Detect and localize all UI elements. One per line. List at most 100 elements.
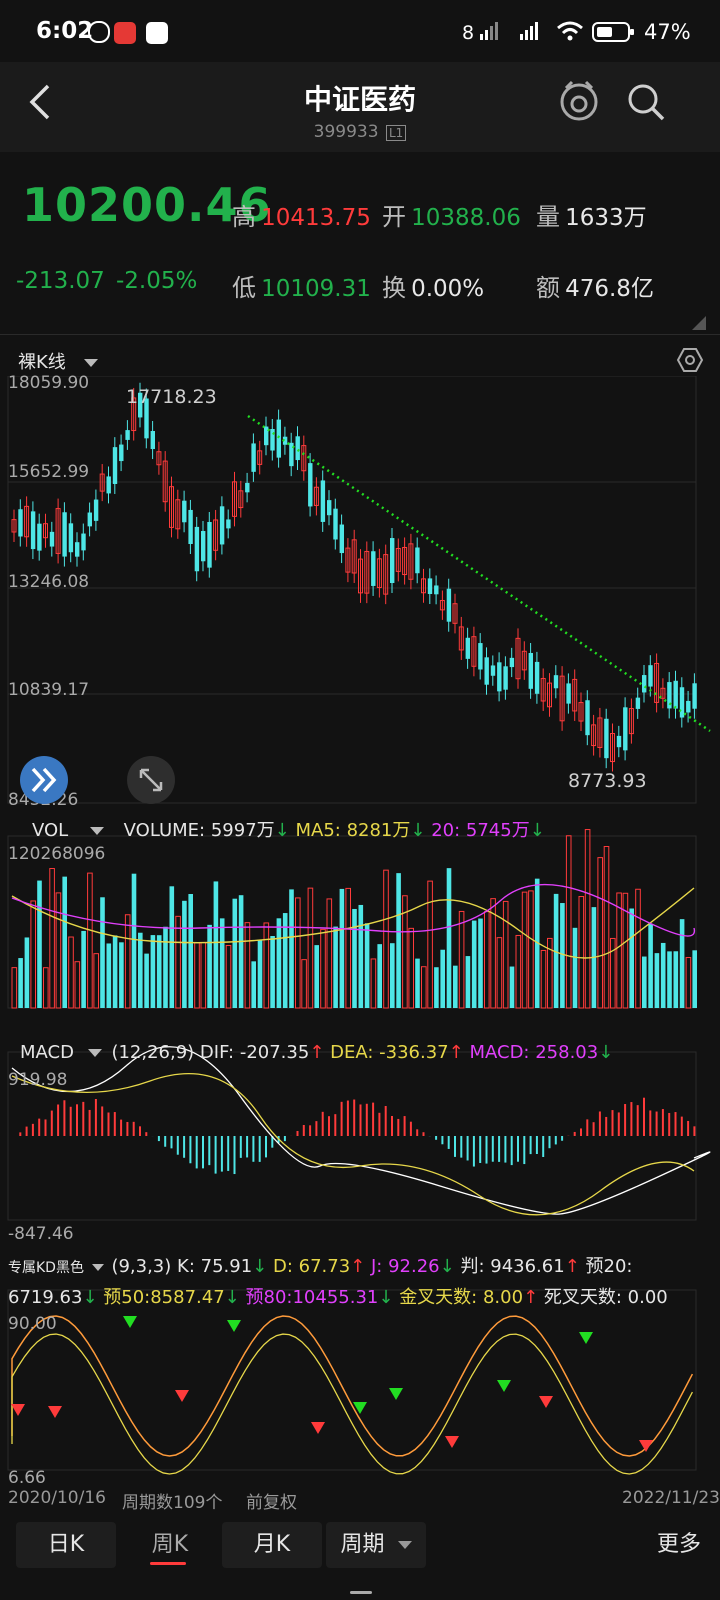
candle-body [434,585,439,595]
top-nav-bar [0,62,720,152]
current-price: 10200.46 [22,178,272,232]
kd-signal-arrow-icon [353,1402,367,1414]
tab-day-k[interactable]: 日K [16,1522,116,1568]
volume-bar [163,926,168,1008]
kline-y-tick: 13246.08 [8,572,90,592]
y50-value-text: 预50:8587.47 [103,1287,225,1308]
candle-body [138,392,143,418]
volume-bar [540,949,547,1009]
macd-indicator-header[interactable]: MACD (12,26,9) DIF: -207.35↑ DEA: -336.3… [20,1042,613,1063]
candle-body [24,505,30,538]
volume-bar [352,908,357,1008]
back-icon[interactable] [24,82,54,122]
corner-expand-icon[interactable] [692,316,706,330]
candle-body [547,682,552,708]
volume-bar [667,951,672,1008]
volume-bar [396,873,401,1008]
volume-bar [440,949,445,1008]
candle-body [49,531,55,547]
fast-forward-button[interactable] [20,756,68,804]
low-value: 10109.31 [261,276,371,302]
kline-y-tick: 18059.90 [8,373,90,393]
assistant-icon[interactable] [556,80,602,124]
candle-body [642,675,647,693]
kline-chart-area[interactable] [0,376,720,1484]
volume-bar [43,967,49,1009]
battery-icon [592,22,634,42]
volume-bar [528,890,534,1009]
volume-bar [358,904,364,1008]
candle-body [169,486,174,528]
candle-body [364,550,370,594]
up-arrow-icon: ↑ [309,1042,325,1063]
tab-week-k[interactable]: 周K [151,1532,189,1557]
candle-body [270,429,275,451]
candle-body [521,650,527,671]
volume-bar [648,923,653,1008]
candle-body [660,687,666,699]
volume-bar [182,900,187,1008]
volume-bar [603,846,610,1009]
turnover-label: 换 [382,274,406,302]
open-value: 10388.06 [411,205,521,231]
y20-value-text: 6719.63 [8,1287,83,1308]
volume-bar [402,895,408,1009]
candle-body [18,509,23,537]
kline-mode-selector[interactable]: 裸K线 [18,348,98,374]
k-value-text: K: 75.91 [177,1256,253,1277]
tab-period-selector[interactable]: 周期 [326,1522,426,1568]
search-icon[interactable] [626,82,666,122]
volume-bar [100,897,105,1008]
j-value-text: J: 92.26 [371,1256,440,1277]
candle-body [37,523,42,551]
volume-bar [263,922,270,1009]
candle-body [604,718,609,759]
kline-mode-label: 裸K线 [18,352,66,373]
candle-body [232,481,237,517]
tab-more[interactable]: 更多 [656,1532,701,1557]
tab-month-k[interactable]: 月K [222,1522,322,1568]
volume-bar [251,961,256,1008]
volume-bar [225,945,232,1009]
volume-bar [200,941,207,1009]
macd-value-text: MACD: 258.03 [469,1042,599,1063]
volume-bar [616,892,622,1009]
candle-body [87,512,92,527]
candle-body [327,500,332,516]
volume-bar [244,922,251,1009]
volume-bar [692,950,697,1008]
quote-open: 开 10388.06 [382,197,521,232]
candle-body [313,486,319,506]
volume-bar [629,908,634,1008]
app-notification-icon-2 [146,22,168,44]
volume-bar [408,927,414,1009]
stock-code-text: 399933 [313,122,379,142]
fullscreen-button[interactable] [127,756,175,804]
candle-body [144,398,149,439]
candle-body [635,697,641,709]
volume-bar [434,967,439,1008]
kd-indicator-header[interactable]: 专属KD黑色 (9,3,3) K: 75.91↓ D: 67.73↑ J: 92… [8,1252,720,1278]
volume-bar [660,942,666,1008]
candle-body [251,443,256,472]
settings-hexagon-icon[interactable] [676,346,704,374]
volume-bar [138,932,143,1008]
vol-indicator-header[interactable]: VOL VOLUME: 5997万↓ MA5: 8281万↓ 20: 5745万… [32,816,545,842]
quote-amount: 额 476.8亿 [536,268,654,303]
volume-bar [238,895,244,1008]
volume-bar [478,918,483,1008]
volume-bar [339,888,345,1008]
candle-body [667,682,672,709]
status-bar: 6:02 8 47% [0,0,720,62]
candle-body [610,733,615,763]
candle-body [131,397,137,432]
candle-body [68,523,74,553]
volume-bar [93,953,100,1009]
amount-label: 额 [536,274,560,302]
candle-body [30,511,36,550]
down-arrow-icon: ↓ [439,1256,455,1277]
ma5-value-text: MA5: 8281万 [295,820,411,841]
candle-body [503,666,508,690]
candle-body [308,463,313,507]
candle-body [226,519,231,529]
